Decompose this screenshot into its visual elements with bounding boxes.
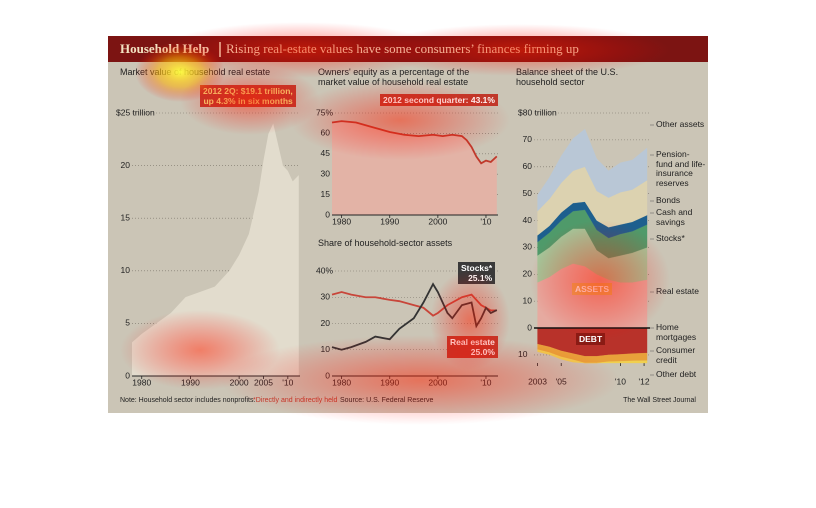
y-tick-label: 45 (321, 148, 331, 158)
series-label: 25.0% (470, 347, 495, 357)
series-label: Consumer credit (656, 345, 696, 365)
annotation: 2012 second quarter: 43.1% (380, 94, 498, 106)
y-tick-label: $80 trillion (518, 107, 557, 117)
series-label: Cash and savings (656, 207, 693, 227)
x-tick-label: 2000 (230, 377, 249, 387)
y-tick-label: 15 (321, 189, 331, 199)
annotation: 2012 2Q: $19.1 trillion, up 4.3% in six m… (200, 85, 296, 107)
y-tick-label: 0 (325, 209, 330, 219)
y-tick-label: 30 (321, 292, 331, 302)
panel-title: Balance sheet of the U.S. household sect… (516, 67, 619, 87)
x-tick-label: 2005 (254, 377, 273, 387)
source: Source: U.S. Federal Reserve (340, 397, 433, 404)
y-tick-label: 70 (523, 134, 533, 144)
series-label: Other assets (656, 119, 705, 129)
x-tick-label: 2000 (428, 377, 447, 387)
y-tick-label: 20 (523, 269, 533, 279)
y-tick-label: 0 (125, 370, 130, 380)
series-label: Stocks* (656, 233, 685, 243)
series-label: Stocks* 25.1% (458, 262, 496, 284)
series-label: Other debt (656, 369, 697, 379)
x-tick-label: 1980 (332, 216, 351, 226)
annotation-line: up 4.3% in six months (203, 96, 293, 106)
x-tick-label: '12 (639, 376, 650, 386)
y-tick-label: 50 (523, 188, 533, 198)
x-tick-label: '10 (480, 377, 491, 387)
x-tick-label: '10 (480, 216, 491, 226)
y-tick-label: 40 (523, 215, 533, 225)
series-label: Real estate (656, 286, 699, 296)
series-name: Stocks* (461, 263, 493, 273)
credit: The Wall Street Journal (623, 397, 696, 404)
panel-title: Share of household-sector assets (318, 238, 453, 248)
debt-label: DEBT (576, 333, 606, 345)
x-tick-label: 1990 (380, 377, 399, 387)
footnote: *Directly and indirectly held (253, 397, 338, 404)
y-tick-label: 40% (316, 265, 333, 275)
y-tick-label: 20 (321, 318, 331, 328)
x-tick-label: '05 (556, 376, 567, 386)
y-tick-label: $25 trillion (116, 107, 155, 117)
series-label: Real estate 25.0% (447, 336, 498, 358)
y-tick-label: 5 (125, 318, 130, 328)
series-label: Home mortgages (656, 322, 697, 342)
x-tick-label: 1990 (181, 377, 200, 387)
y-tick-label: 0 (325, 370, 330, 380)
title: Household Help (120, 41, 209, 56)
x-tick-label: 2003 (528, 376, 547, 386)
y-tick-label: 10 (121, 265, 131, 275)
y-tick-label: 60 (321, 128, 331, 138)
y-tick-label: 0 (527, 322, 532, 332)
y-tick-label: 20 (121, 160, 131, 170)
series-label: 25.1% (468, 273, 493, 283)
panel-title: Owners' equity as a percentage of the ma… (318, 67, 470, 87)
footer-note: Note: Household sector includes nonprofi… (120, 397, 255, 404)
series-name: Real estate (450, 337, 495, 347)
y-tick-label: 15 (121, 212, 131, 222)
y-tick-label: 30 (523, 242, 533, 252)
annotation-line: 2012 2Q: $19.1 trillion, (203, 86, 293, 96)
panel-title: Market value of household real estate (120, 67, 271, 77)
x-tick-label: 1990 (380, 216, 399, 226)
series-label: Pension-fund and life-insurance reserves (656, 149, 706, 188)
y-tick-label: 30 (321, 168, 331, 178)
y-tick-label: 10 (321, 344, 331, 354)
subtitle: Rising real-estate values have some cons… (226, 41, 579, 56)
series-label: Bonds (656, 195, 681, 205)
x-tick-label: '10 (615, 376, 626, 386)
assets-label: ASSETS (572, 283, 613, 295)
y-tick-label: 10 (518, 349, 528, 359)
x-tick-label: 1980 (132, 377, 151, 387)
y-tick-label: 10 (523, 295, 533, 305)
y-tick-label: 75% (316, 107, 333, 117)
stack-band (537, 128, 648, 212)
x-tick-label: 2000 (428, 216, 447, 226)
y-tick-label: 60 (523, 161, 533, 171)
x-tick-label: 1980 (332, 377, 351, 387)
x-tick-label: '10 (282, 377, 293, 387)
